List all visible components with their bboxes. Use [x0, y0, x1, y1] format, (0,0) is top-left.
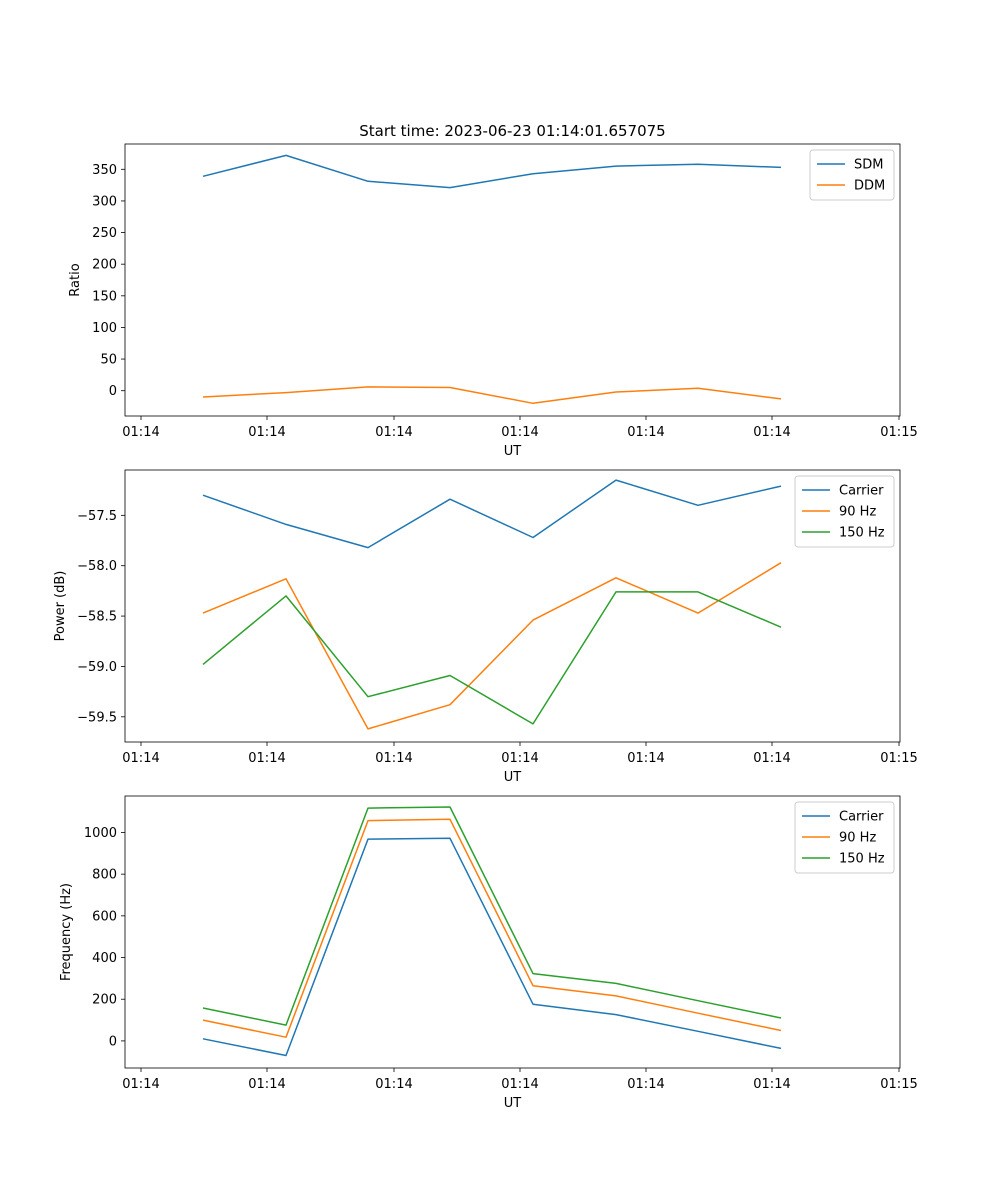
- x-tick-label: 01:14: [375, 425, 412, 440]
- x-tick-label: 01:14: [122, 425, 159, 440]
- legend-label: Carrier: [839, 484, 884, 499]
- y-tick-label: 300: [92, 194, 117, 209]
- x-tick-label: 01:14: [753, 1077, 790, 1092]
- x-tick-label: 01:15: [880, 1077, 917, 1092]
- legend-label: 150 Hz: [839, 852, 885, 867]
- y-tick-label: 50: [100, 353, 117, 368]
- series-line-carrier: [202, 837, 782, 1057]
- x-tick-label: 01:14: [248, 1077, 285, 1092]
- x-tick-label: 01:14: [501, 425, 538, 440]
- y-tick-label: 200: [92, 258, 117, 273]
- y-tick-label: 0: [109, 384, 117, 399]
- x-tick-label: 01:15: [880, 751, 917, 766]
- axes-frame: [124, 795, 901, 1069]
- y-tick-label: 350: [92, 163, 117, 178]
- y-tick-label: −59.5: [77, 710, 117, 725]
- y-tick-label: 800: [92, 868, 117, 883]
- x-tick-label: 01:14: [375, 751, 412, 766]
- legend-label: 90 Hz: [839, 505, 876, 520]
- axes-frame: [124, 469, 901, 743]
- y-tick-label: −57.5: [77, 509, 117, 524]
- x-tick-label: 01:14: [627, 425, 664, 440]
- legend: SDM DDM: [809, 149, 895, 201]
- x-tick-label: 01:14: [248, 425, 285, 440]
- x-tick-label: 01:14: [627, 1077, 664, 1092]
- x-axis-label: UT: [504, 444, 522, 459]
- legend-label: 150 Hz: [839, 526, 885, 541]
- x-tick-label: 01:15: [880, 425, 917, 440]
- x-axis-label: UT: [504, 770, 522, 785]
- series-line-90-hz: [202, 818, 782, 1038]
- x-tick-label: 01:14: [501, 1077, 538, 1092]
- x-tick-label: 01:14: [248, 751, 285, 766]
- series-line-90-hz: [202, 562, 782, 730]
- y-tick-label: 400: [92, 951, 117, 966]
- y-axis-label: Power (dB): [53, 571, 68, 642]
- legend-box: [809, 149, 895, 201]
- series-line-150-hz: [202, 591, 782, 725]
- y-axis-label: Frequency (Hz): [59, 883, 74, 981]
- legend-box: [794, 801, 895, 874]
- x-tick-label: 01:14: [627, 751, 664, 766]
- chart-panel-1: 01:14 01:14 01:14 01:14 01:14 01:14 01:15 0 50 10…: [68, 143, 918, 459]
- y-axis-label: Ratio: [68, 263, 83, 296]
- x-axis-label: UT: [504, 1096, 522, 1111]
- series-line-carrier: [202, 479, 782, 549]
- legend: Carrier 90 Hz 150 Hz: [794, 475, 895, 548]
- figure-title: Start time: 2023-06-23 01:14:01.657075: [359, 122, 665, 140]
- x-tick-label: 01:14: [753, 751, 790, 766]
- y-tick-label: 600: [92, 909, 117, 924]
- y-tick-label: −59.0: [77, 660, 117, 675]
- series-line-sdm: [202, 154, 782, 189]
- axes-frame: [124, 143, 901, 417]
- x-tick-label: 01:14: [375, 1077, 412, 1092]
- y-tick-label: 0: [109, 1034, 117, 1049]
- y-tick-label: 200: [92, 993, 117, 1008]
- legend-box: [794, 475, 895, 548]
- y-tick-label: 1000: [84, 826, 117, 841]
- y-tick-label: 250: [92, 226, 117, 241]
- chart-panel-2: 01:14 01:14 01:14 01:14 01:14 01:14 01:15 −57.5…: [53, 469, 918, 785]
- y-tick-label: −58.0: [77, 559, 117, 574]
- legend-label: 90 Hz: [839, 831, 876, 846]
- legend: Carrier 90 Hz 150 Hz: [794, 801, 895, 874]
- x-tick-label: 01:14: [122, 751, 159, 766]
- legend-label: Carrier: [839, 810, 884, 825]
- series-line-ddm: [202, 386, 782, 405]
- y-tick-label: 150: [92, 289, 117, 304]
- x-tick-label: 01:14: [122, 1077, 159, 1092]
- series-line-150-hz: [202, 806, 782, 1026]
- legend-label: DDM: [854, 179, 885, 194]
- legend-label: SDM: [854, 158, 883, 173]
- chart-panel-3: 01:14 01:14 01:14 01:14 01:14 01:14 01:15 0 200 4…: [59, 795, 918, 1111]
- x-tick-label: 01:14: [753, 425, 790, 440]
- y-tick-label: −58.5: [77, 610, 117, 625]
- y-tick-label: 100: [92, 321, 117, 336]
- x-tick-label: 01:14: [501, 751, 538, 766]
